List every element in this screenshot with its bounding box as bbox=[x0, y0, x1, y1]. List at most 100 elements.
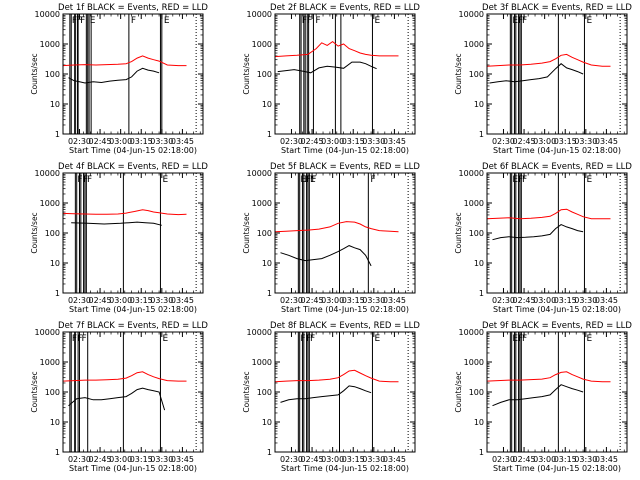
segment-marker: E bbox=[374, 16, 380, 26]
x-axis-label: Start Time (04-Jun-15 02:18:00) bbox=[281, 305, 409, 314]
x-tick-label: 02:30 bbox=[68, 455, 91, 464]
y-axis-label: Counts/sec bbox=[454, 53, 463, 94]
y-tick-label: 1 bbox=[55, 448, 60, 457]
events-series-line bbox=[280, 245, 372, 267]
x-tick-label: 03:45 bbox=[383, 137, 406, 146]
x-tick-label: 03:30 bbox=[150, 296, 173, 305]
y-tick-label: 100 bbox=[469, 229, 484, 238]
segment-marker: F bbox=[304, 175, 309, 185]
x-tick-label: 02:45 bbox=[89, 455, 112, 464]
x-tick-label: 02:30 bbox=[280, 455, 303, 464]
segment-marker: E bbox=[512, 16, 518, 26]
segment-marker: E bbox=[586, 175, 592, 185]
x-tick-label: 03:00 bbox=[109, 137, 132, 146]
x-axis-label: Start Time (04-Jun-15 02:18:00) bbox=[493, 305, 621, 314]
detector-panel-6: Det 6f BLACK = Events, RED = LLD 1 10 100 10… bbox=[454, 162, 632, 314]
panel-title: Det 6f BLACK = Events, RED = LLD bbox=[482, 162, 632, 172]
segment-marker: E bbox=[300, 175, 306, 185]
x-tick-label: 02:45 bbox=[301, 296, 324, 305]
events-series-line bbox=[68, 67, 160, 84]
y-tick-label: 10000 bbox=[247, 328, 272, 337]
x-tick-label: 02:45 bbox=[513, 296, 536, 305]
plot-frame bbox=[486, 13, 628, 135]
y-tick-label: 1 bbox=[479, 289, 484, 298]
segment-marker: F bbox=[83, 175, 88, 185]
segment-marker: F bbox=[306, 175, 311, 185]
x-axis-label: Start Time (04-Jun-15 02:18:00) bbox=[69, 305, 197, 314]
x-tick-label: 03:15 bbox=[554, 137, 577, 146]
lld-series-line bbox=[274, 221, 399, 233]
y-tick-label: 10 bbox=[50, 259, 60, 268]
x-tick-label: 02:45 bbox=[513, 137, 536, 146]
plot-frame bbox=[62, 172, 204, 294]
x-tick-label: 03:30 bbox=[362, 296, 385, 305]
segment-marker: F bbox=[300, 334, 305, 344]
segment-marker: F bbox=[307, 16, 312, 26]
x-tick-label: 02:30 bbox=[492, 137, 515, 146]
y-tick-label: 100 bbox=[257, 70, 272, 79]
y-tick-label: 100 bbox=[257, 388, 272, 397]
lld-series-line bbox=[486, 371, 611, 383]
segment-marker: F bbox=[518, 175, 523, 185]
x-tick-label: 03:45 bbox=[595, 296, 618, 305]
x-tick-label: 03:30 bbox=[574, 137, 597, 146]
x-tick-label: 02:30 bbox=[68, 137, 91, 146]
events-series-line bbox=[492, 224, 584, 241]
y-tick-label: 1 bbox=[479, 130, 484, 139]
x-axis-label: Start Time (04-Jun-15 02:18:00) bbox=[493, 464, 621, 473]
plot-frame bbox=[274, 13, 416, 135]
y-tick-label: 1 bbox=[55, 130, 60, 139]
y-tick-label: 10000 bbox=[35, 10, 60, 19]
x-tick-label: 03:30 bbox=[362, 455, 385, 464]
y-tick-label: 1 bbox=[267, 289, 272, 298]
segment-marker: E bbox=[586, 16, 592, 26]
x-tick-label: 02:45 bbox=[301, 455, 324, 464]
y-tick-label: 1 bbox=[55, 289, 60, 298]
events-series-line bbox=[492, 384, 584, 407]
lld-series-line bbox=[274, 369, 399, 383]
plot-frame bbox=[62, 13, 204, 135]
segment-marker: F bbox=[77, 175, 82, 185]
x-tick-label: 03:30 bbox=[150, 455, 173, 464]
x-axis-label: Start Time (04-Jun-15 02:18:00) bbox=[493, 146, 621, 155]
segment-marker: F bbox=[522, 334, 527, 344]
x-tick-label: 03:30 bbox=[574, 455, 597, 464]
x-tick-label: 03:15 bbox=[130, 137, 153, 146]
y-tick-label: 10000 bbox=[35, 328, 60, 337]
x-tick-label: 03:15 bbox=[554, 296, 577, 305]
x-tick-label: 03:45 bbox=[595, 455, 618, 464]
x-tick-label: 03:15 bbox=[342, 296, 365, 305]
y-tick-label: 1000 bbox=[40, 199, 60, 208]
lld-series-line bbox=[486, 53, 611, 67]
y-tick-label: 10 bbox=[50, 100, 60, 109]
x-tick-label: 03:45 bbox=[383, 296, 406, 305]
y-tick-label: 100 bbox=[257, 229, 272, 238]
panel-title: Det 1f BLACK = Events, RED = LLD bbox=[58, 3, 208, 13]
segment-marker: F bbox=[518, 16, 523, 26]
x-tick-label: 02:30 bbox=[492, 296, 515, 305]
y-tick-label: 10 bbox=[50, 418, 60, 427]
x-tick-label: 03:00 bbox=[533, 137, 556, 146]
panel-title: Det 3f BLACK = Events, RED = LLD bbox=[482, 3, 632, 13]
detector-panel-4: Det 4f BLACK = Events, RED = LLD 1 10 100 10… bbox=[30, 162, 208, 314]
events-series-line bbox=[71, 221, 162, 226]
x-axis-label: Start Time (04-Jun-15 02:18:00) bbox=[281, 146, 409, 155]
segment-marker: E bbox=[162, 175, 168, 185]
y-tick-label: 10000 bbox=[35, 169, 60, 178]
lld-series-line bbox=[62, 371, 187, 382]
x-tick-label: 03:00 bbox=[533, 296, 556, 305]
segment-marker: F bbox=[310, 334, 315, 344]
segment-marker: E bbox=[374, 334, 380, 344]
detector-panel-3: Det 3f BLACK = Events, RED = LLD 1 10 100 10… bbox=[454, 3, 632, 155]
x-axis-label: Start Time (04-Jun-15 02:18:00) bbox=[281, 464, 409, 473]
x-tick-label: 02:45 bbox=[89, 137, 112, 146]
events-series-line bbox=[489, 63, 584, 84]
segment-marker: F bbox=[131, 16, 136, 26]
segment-marker: F bbox=[522, 175, 527, 185]
y-tick-label: 10 bbox=[262, 259, 272, 268]
x-tick-label: 03:45 bbox=[171, 137, 194, 146]
x-tick-label: 03:45 bbox=[595, 137, 618, 146]
x-tick-label: 03:00 bbox=[321, 137, 344, 146]
x-tick-label: 03:30 bbox=[150, 137, 173, 146]
